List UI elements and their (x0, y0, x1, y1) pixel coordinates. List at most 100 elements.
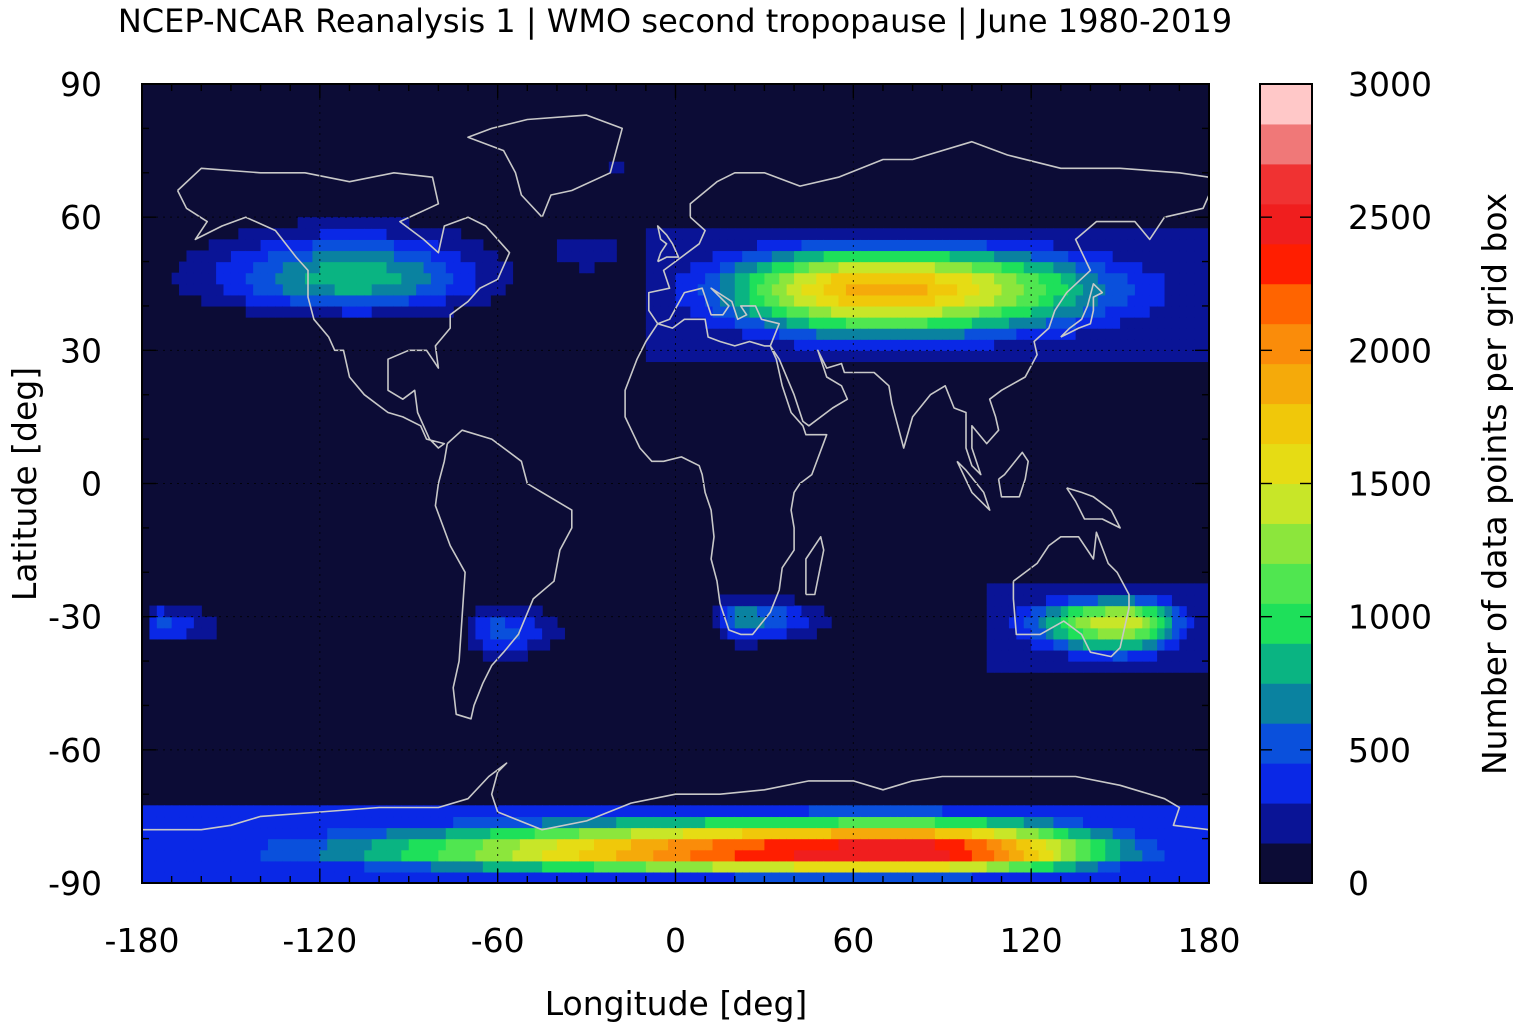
heatmap-cell (771, 605, 780, 618)
heatmap-cell (986, 594, 995, 607)
heatmap-cell (423, 871, 432, 884)
heatmap-cell (979, 816, 988, 829)
heatmap-cell (660, 294, 669, 307)
heatmap-cell (1194, 638, 1203, 651)
heatmap-cell (1201, 871, 1210, 884)
heatmap-cell (794, 871, 803, 884)
heatmap-cell (1171, 583, 1180, 596)
colorbar-segment (1260, 723, 1312, 764)
heatmap-cell (401, 860, 410, 873)
heatmap-cell (1179, 638, 1188, 651)
heatmap-cell (719, 605, 728, 618)
heatmap-cell (1120, 594, 1129, 607)
heatmap-cell (668, 860, 677, 873)
heatmap-cell (957, 849, 966, 862)
heatmap-cell (749, 849, 758, 862)
heatmap-cell (1186, 583, 1195, 596)
heatmap-cell (1120, 283, 1129, 296)
heatmap-cell (823, 283, 832, 296)
heatmap-cell (201, 827, 210, 840)
heatmap-cell (1097, 827, 1106, 840)
heatmap-cell (645, 860, 654, 873)
heatmap-cell (712, 350, 721, 363)
heatmap-cell (1023, 838, 1032, 851)
heatmap-cell (942, 228, 951, 240)
heatmap-cell (1031, 228, 1040, 240)
heatmap-cell (942, 250, 951, 263)
y-tick-label: 30 (60, 331, 102, 370)
heatmap-cell (905, 816, 914, 829)
heatmap-cell (757, 860, 766, 873)
heatmap-cell (608, 860, 617, 873)
heatmap-cell (1097, 272, 1106, 285)
heatmap-cell (823, 250, 832, 263)
heatmap-cell (994, 250, 1003, 263)
heatmap-cell (1068, 871, 1077, 884)
heatmap-cell (734, 605, 743, 618)
heatmap-cell (208, 616, 217, 629)
heatmap-cell (1075, 272, 1084, 285)
heatmap-cell (1038, 305, 1047, 318)
heatmap-cell (290, 860, 299, 873)
heatmap-cell (1075, 328, 1084, 340)
heatmap-cell (571, 871, 580, 884)
heatmap-cell (801, 838, 810, 851)
heatmap-cell (416, 228, 425, 240)
heatmap-cell (238, 228, 247, 240)
heatmap-cell (438, 294, 447, 307)
heatmap-cell (608, 849, 617, 862)
heatmap-cell (1164, 317, 1173, 329)
heatmap-cell (1038, 239, 1047, 252)
heatmap-cell (1171, 294, 1180, 307)
heatmap-cell (712, 860, 721, 873)
heatmap-cell (364, 228, 373, 240)
heatmap-cell (1105, 583, 1114, 596)
heatmap-cell (845, 328, 854, 340)
heatmap-cell (556, 805, 565, 818)
heatmap-cell (1068, 283, 1077, 296)
heatmap-cell (734, 849, 743, 862)
heatmap-cell (216, 860, 225, 873)
heatmap-cell (905, 305, 914, 318)
heatmap-cell (920, 838, 929, 851)
heatmap-cell (356, 217, 365, 229)
heatmap-cell (1112, 583, 1121, 596)
heatmap-cell (519, 860, 528, 873)
heatmap-cell (253, 228, 262, 240)
x-tick-label: -180 (105, 921, 180, 960)
heatmap-cell (556, 250, 565, 263)
heatmap-cell (275, 860, 284, 873)
heatmap-cell (1171, 849, 1180, 862)
heatmap-cell (964, 261, 973, 274)
heatmap-cell (1112, 350, 1121, 363)
heatmap-cell (1164, 871, 1173, 884)
heatmap-cell (408, 283, 417, 296)
heatmap-cell (912, 827, 921, 840)
heatmap-cell (794, 616, 803, 629)
heatmap-cell (1149, 638, 1158, 651)
heatmap-cell (638, 827, 647, 840)
heatmap-cell (897, 228, 906, 240)
heatmap-cell (957, 272, 966, 285)
heatmap-cell (430, 305, 439, 318)
heatmap-cell (905, 294, 914, 307)
heatmap-cell (1127, 272, 1136, 285)
heatmap-cell (601, 838, 610, 851)
heatmap-cell (668, 317, 677, 329)
heatmap-cell (371, 250, 380, 263)
heatmap-cell (401, 217, 410, 229)
heatmap-cell (1068, 816, 1077, 829)
heatmap-cell (1068, 228, 1077, 240)
heatmap-cell (808, 328, 817, 340)
heatmap-cell (749, 638, 758, 651)
heatmap-cell (1149, 283, 1158, 296)
heatmap-cell (201, 283, 210, 296)
heatmap-cell (349, 217, 358, 229)
heatmap-cell (838, 350, 847, 363)
heatmap-cell (808, 838, 817, 851)
heatmap-cell (1179, 627, 1188, 640)
heatmap-cell (1157, 638, 1166, 651)
heatmap-cell (1038, 649, 1047, 662)
heatmap-cell (408, 871, 417, 884)
heatmap-cell (608, 827, 617, 840)
